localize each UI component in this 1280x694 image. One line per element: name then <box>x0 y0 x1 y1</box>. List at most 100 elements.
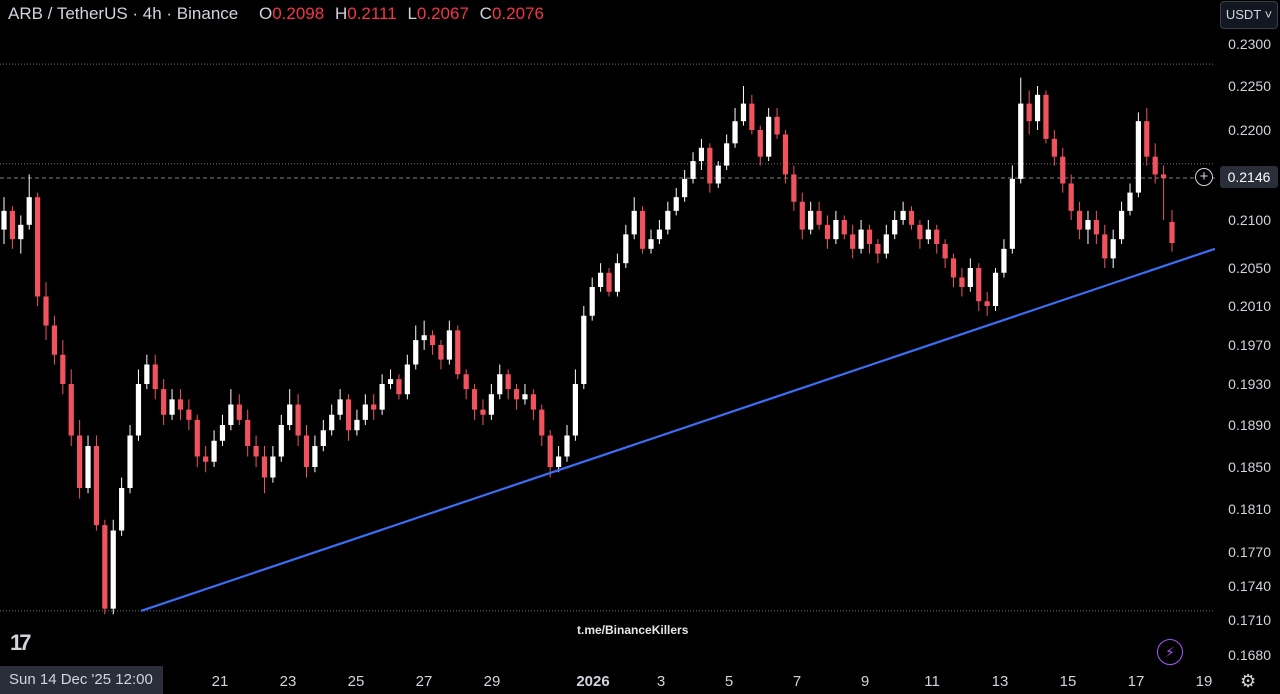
candle-body <box>228 404 234 425</box>
candle-body <box>799 201 805 230</box>
tradingview-logo[interactable]: 17 <box>10 630 32 655</box>
candle-body <box>127 435 133 488</box>
price-tick-label: 0.1970 <box>1228 337 1271 353</box>
candle-body <box>555 456 562 467</box>
candle-body <box>892 220 898 235</box>
price-tick-label: 0.1890 <box>1228 417 1271 433</box>
candle-body <box>203 456 209 462</box>
time-tick-label: 23 <box>279 673 297 690</box>
candle-body <box>488 394 494 415</box>
candle-body <box>959 277 965 287</box>
candle-body <box>303 435 310 467</box>
price-tick-label: 0.2100 <box>1228 212 1271 228</box>
candle-body <box>404 364 410 395</box>
price-tick-label: 0.1680 <box>1228 647 1271 663</box>
price-tick-label: 0.1740 <box>1228 578 1271 594</box>
time-tick-label: 7 <box>792 673 802 690</box>
candle-body <box>497 374 503 395</box>
currency-select-button[interactable]: USDT ˅ <box>1220 1 1278 29</box>
candle-body <box>1118 210 1125 240</box>
candle-body <box>77 435 83 488</box>
candle-body <box>236 404 242 420</box>
candle-body <box>782 134 789 175</box>
candle-body <box>186 409 192 420</box>
candle-body <box>429 335 436 345</box>
candle-body <box>858 229 864 249</box>
candle-body <box>1043 94 1049 139</box>
candle-body <box>841 220 847 235</box>
price-tick-label: 0.1770 <box>1228 544 1271 560</box>
time-tick-label: 9 <box>860 673 870 690</box>
candle-body <box>908 210 915 225</box>
symbol-title[interactable]: ARB / TetherUS · 4h · Binance <box>8 4 239 23</box>
candle-body <box>93 446 100 526</box>
time-tick-label: 15 <box>1059 673 1077 690</box>
candle-body <box>1076 210 1083 230</box>
price-axis[interactable]: 0.2146 0.2300 0.2250 0.2200 0.2100 0.2050 0.2… <box>1215 0 1280 665</box>
candle-body <box>925 229 931 240</box>
candle-body <box>1093 220 1099 235</box>
candle-body <box>522 394 528 400</box>
candle-body <box>1135 121 1141 193</box>
candle-body <box>766 116 772 157</box>
candle-body <box>740 103 747 122</box>
candle-body <box>295 404 301 436</box>
low-label: L <box>407 4 417 23</box>
candle-body <box>597 272 604 287</box>
symbol-legend: ARB / TetherUS · 4h · Binance O0.2098 H0… <box>8 4 544 24</box>
candle-body <box>824 224 831 240</box>
candle-body <box>917 224 923 240</box>
time-tick-label: 11 <box>924 673 940 690</box>
current-price-tag: 0.2146 <box>1220 166 1278 188</box>
candle-body <box>950 258 957 278</box>
candle-body <box>152 364 158 390</box>
candle-body <box>110 530 116 609</box>
time-tick-label: 5 <box>724 673 734 690</box>
candle-body <box>757 130 763 157</box>
time-tick-label: 13 <box>991 673 1009 690</box>
price-tick-label: 0.1850 <box>1228 459 1271 475</box>
candle-body <box>1152 156 1158 175</box>
lightning-icon[interactable]: ⚡ <box>1157 639 1183 665</box>
candle-body <box>1068 183 1074 211</box>
chart-area[interactable] <box>0 0 1215 665</box>
candle-body <box>623 234 629 264</box>
add-alert-icon[interactable]: + <box>1195 168 1213 186</box>
candle-body <box>421 335 427 341</box>
candle-body <box>1160 174 1167 178</box>
settings-gear-icon[interactable]: ⚙ <box>1240 671 1257 691</box>
open-label: O <box>258 4 273 23</box>
candle-body <box>161 389 167 415</box>
candle-body <box>329 414 335 431</box>
price-tick-label: 0.2010 <box>1228 298 1271 314</box>
candle-body <box>144 364 150 384</box>
candle-body <box>60 354 66 384</box>
price-tick-label: 0.2050 <box>1228 260 1271 276</box>
candle-body <box>85 446 91 488</box>
candle-body <box>379 384 385 410</box>
time-tick-label: 2026 <box>576 673 610 690</box>
watermark-text: t.me/BinanceKillers <box>577 623 689 637</box>
candle-body <box>967 268 973 287</box>
candle-body <box>774 116 780 135</box>
candle-body <box>564 435 570 457</box>
candle-body <box>261 456 268 478</box>
time-tick-label: 25 <box>347 673 365 690</box>
candle-body <box>707 147 713 184</box>
candle-body <box>9 210 16 240</box>
candle-body <box>51 325 58 355</box>
candle-body <box>665 210 671 230</box>
time-tick-label: 21 <box>211 673 229 690</box>
candle-body <box>648 239 654 249</box>
candle-body <box>35 197 41 297</box>
candle-body <box>992 272 999 306</box>
candle-body <box>875 244 881 254</box>
candle-body <box>345 399 352 431</box>
candle-body <box>547 435 553 467</box>
candle-body <box>354 419 360 431</box>
candle-body <box>690 161 696 179</box>
candle-body <box>177 399 184 410</box>
time-axis[interactable]: 21 23 25 27 29 2026 3 5 7 9 11 13 15 17 19 <box>0 665 1215 694</box>
candlestick-chart[interactable] <box>0 0 1215 665</box>
candle-body <box>1169 221 1175 244</box>
